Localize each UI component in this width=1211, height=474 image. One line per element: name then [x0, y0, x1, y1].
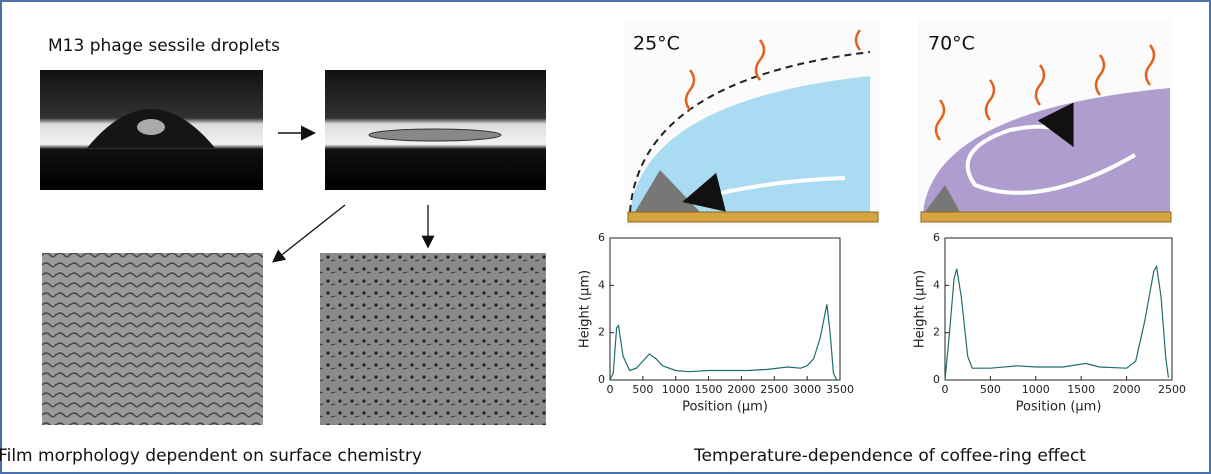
y-tick-label: 4	[933, 278, 940, 291]
morphology-image	[42, 253, 263, 425]
x-tick-label: 0	[607, 383, 614, 396]
x-tick-label: 2500	[1158, 383, 1186, 396]
morphology-image	[320, 253, 546, 425]
panel-label: 70°C	[928, 33, 975, 55]
figure: M13 phage sessile droplets Film morpholo…	[0, 0, 1211, 474]
caption: Film morphology dependent on surface che…	[0, 446, 422, 466]
arrow	[274, 205, 345, 261]
data-line	[610, 304, 837, 380]
y-tick-label: 0	[598, 373, 605, 386]
x-axis-label: Position (μm)	[1016, 400, 1102, 415]
x-tick-label: 500	[632, 383, 653, 396]
y-tick-label: 0	[933, 373, 940, 386]
y-axis-label: Height (μm)	[578, 270, 593, 348]
y-tick-label: 6	[598, 231, 605, 244]
x-tick-label: 3500	[826, 383, 854, 396]
film	[369, 129, 501, 141]
x-tick-label: 0	[942, 383, 949, 396]
x-axis-label: Position (μm)	[682, 400, 768, 415]
title: M13 phage sessile droplets	[48, 36, 280, 56]
x-tick-label: 2500	[760, 383, 788, 396]
substrate	[628, 212, 878, 222]
x-tick-label: 1500	[695, 383, 723, 396]
substrate	[921, 212, 1171, 222]
x-tick-label: 2000	[727, 383, 755, 396]
y-tick-label: 2	[598, 326, 605, 339]
x-tick-label: 3000	[793, 383, 821, 396]
y-tick-label: 6	[933, 231, 940, 244]
x-tick-label: 1000	[662, 383, 690, 396]
x-tick-label: 500	[980, 383, 1001, 396]
y-tick-label: 2	[933, 326, 940, 339]
x-tick-label: 1000	[1022, 383, 1050, 396]
y-tick-label: 4	[598, 278, 605, 291]
data-line	[945, 266, 1168, 380]
caption: Temperature-dependence of coffee-ring ef…	[693, 446, 1086, 466]
droplet-highlight	[137, 119, 165, 135]
y-axis-label: Height (μm)	[913, 270, 928, 348]
x-tick-label: 1500	[1067, 383, 1095, 396]
x-tick-label: 2000	[1113, 383, 1141, 396]
plot-frame	[945, 238, 1172, 380]
panel-label: 25°C	[633, 33, 680, 55]
